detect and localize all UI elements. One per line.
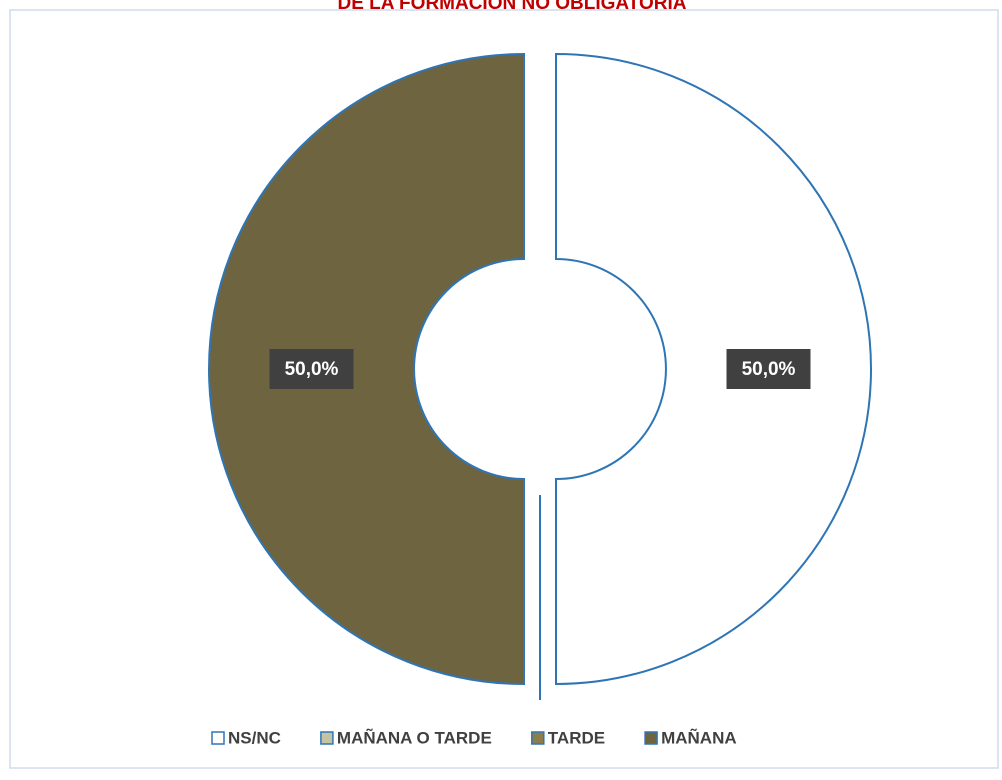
label-box bbox=[269, 349, 354, 389]
legend-label: TARDE bbox=[548, 728, 605, 747]
legend-swatch bbox=[211, 731, 225, 745]
slice bbox=[555, 52, 872, 686]
data-label: 50,0% bbox=[285, 359, 339, 380]
legend-label: MAÑANA bbox=[661, 727, 737, 747]
legend-swatch bbox=[320, 731, 334, 745]
slice bbox=[208, 52, 525, 686]
chart-title: DE LA FORMACIÓN NO OBLIGATORIA bbox=[337, 0, 686, 14]
label-box bbox=[726, 349, 811, 389]
legend-label: NS/NC bbox=[228, 728, 281, 747]
legend-label: MAÑANA O TARDE bbox=[337, 727, 492, 747]
legend-swatch bbox=[531, 731, 545, 745]
data-label: 50,0% bbox=[742, 359, 796, 380]
legend-swatch bbox=[644, 731, 658, 745]
